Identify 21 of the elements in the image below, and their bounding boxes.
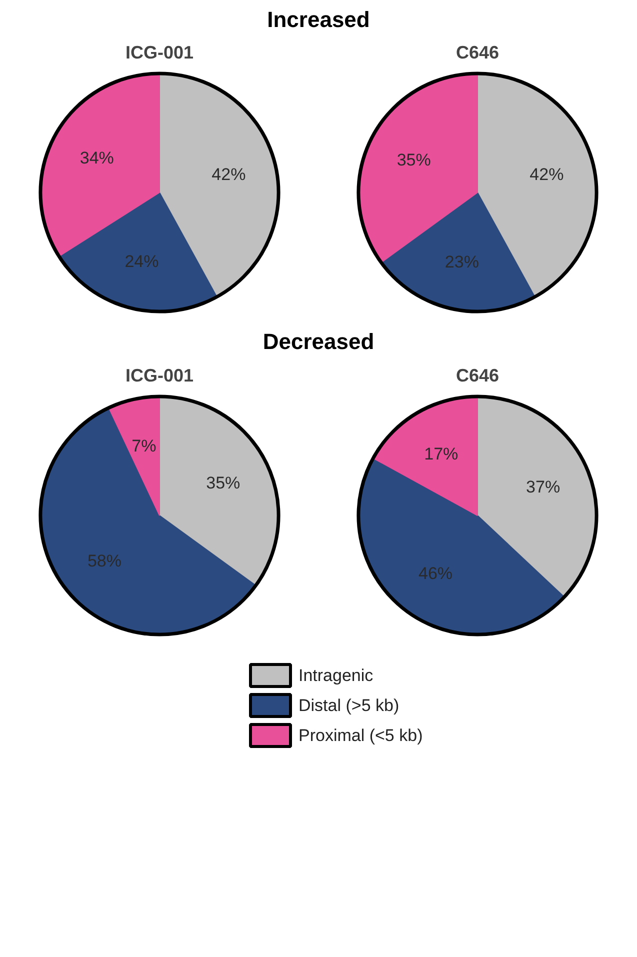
data-label: 23% xyxy=(444,253,479,272)
legend-label: Intragenic xyxy=(298,666,374,685)
data-label: 35% xyxy=(206,473,240,492)
data-label: 34% xyxy=(80,149,114,168)
data-label: 42% xyxy=(212,166,246,185)
text: Increased xyxy=(267,6,370,34)
text: Decreased xyxy=(262,328,374,356)
chart-title: C646 xyxy=(456,42,500,63)
chart-title: ICG-001 xyxy=(125,365,194,386)
data-label: 7% xyxy=(132,436,156,456)
data-label: 17% xyxy=(424,444,458,464)
data-label: 46% xyxy=(418,564,453,583)
data-label: 42% xyxy=(530,166,564,185)
data-label: 35% xyxy=(396,150,431,170)
data-label: 37% xyxy=(526,477,560,496)
chart-title: ICG-001 xyxy=(125,42,194,63)
legend-label: Distal (>5 kb) xyxy=(298,696,400,715)
legend-label: Proximal (<5 kb) xyxy=(298,726,423,745)
data-label: 58% xyxy=(87,551,122,570)
data-label: 24% xyxy=(124,252,159,272)
chart-title: C646 xyxy=(456,365,500,386)
